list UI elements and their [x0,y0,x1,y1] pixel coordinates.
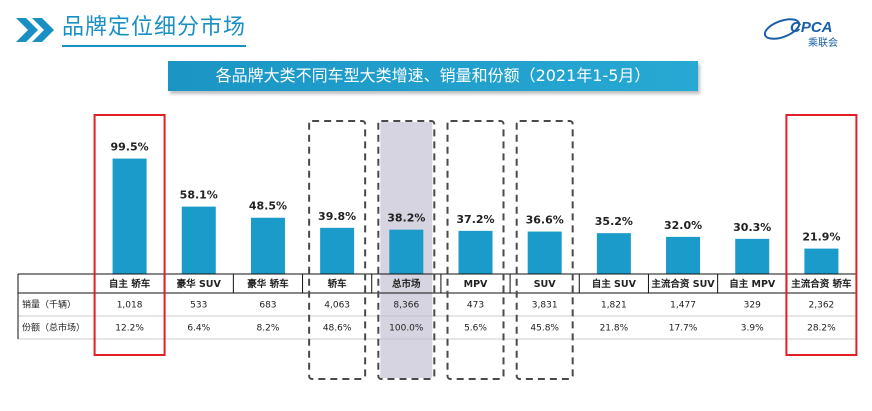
sales-cell: 1,477 [670,301,696,311]
red-highlight-box [785,114,858,356]
category-label: 自主 SUV [592,278,637,290]
dashed-highlight-box [515,120,574,380]
bar-value-label: 38.2% [387,212,425,225]
bar-value-label: 35.2% [595,215,633,228]
category-label: 自主 MPV [729,278,776,290]
category-label: 自主 轿车 [109,278,151,290]
bar [458,230,493,274]
sales-cell: 683 [259,301,276,311]
share-cell: 6.4% [187,324,210,334]
dashed-highlight-box [308,120,367,380]
bar-value-label: 21.9% [802,231,840,244]
logo-text: CPCA [790,19,833,36]
red-highlight-box [93,114,166,356]
bar [527,231,562,274]
share-cell: 48.6% [323,324,352,334]
bar [735,238,770,274]
bar-value-label: 37.2% [456,213,494,226]
bar [596,233,631,274]
category-label: MPV [464,279,488,290]
sales-cell: 533 [190,301,207,311]
bar [666,236,701,274]
bar-value-label: 58.1% [180,189,218,202]
bar [112,158,147,274]
sales-cell: 473 [467,301,484,311]
sales-cell: 2,362 [809,301,835,311]
share-cell: 45.8% [530,324,559,334]
category-label: 豪华 SUV [177,278,222,290]
dashed-highlight-box [377,120,436,380]
category-label: 总市场 [392,278,421,290]
share-cell: 28.2% [807,324,836,334]
sales-cell: 8,366 [393,301,419,311]
row-label-sales: 销量（千辆） [22,299,76,311]
bar-value-label: 99.5% [111,141,149,154]
bar-value-label: 48.5% [249,200,287,213]
share-cell: 8.2% [257,324,280,334]
page-title: 品牌定位细分市场 [62,13,247,47]
share-cell: 3.9% [741,324,764,334]
bar [250,217,285,274]
share-cell: 5.6% [464,324,487,334]
sales-cell: 3,831 [532,301,558,311]
dashed-highlight-box [446,120,505,380]
bar-value-label: 36.6% [526,214,564,227]
double-chevron-icon [16,18,54,42]
sales-cell: 1,821 [601,301,627,311]
bar-value-label: 32.0% [664,219,702,232]
bar-value-label: 30.3% [733,221,771,234]
category-label: 主流合资 轿车 [791,278,852,290]
sales-cell: 1,018 [117,301,143,311]
header: 品牌定位细分市场 [14,12,247,48]
sales-cell: 329 [744,301,761,311]
bar [181,206,216,274]
bar [389,229,424,274]
sales-cell: 4,063 [324,301,350,311]
logo-subtext: 乘联会 [808,36,838,49]
share-cell: 21.8% [600,324,629,334]
bar-value-label: 39.8% [318,210,356,223]
row-label-share: 份额（总市场） [22,322,85,334]
category-label: 轿车 [328,278,348,290]
category-label: SUV [534,279,557,290]
share-cell: 12.2% [115,324,144,334]
share-cell: 17.7% [669,324,698,334]
share-cell: 100.0% [389,324,424,334]
category-label: 豪华 轿车 [247,278,289,290]
category-label: 主流合资 SUV [651,278,715,290]
bar [804,248,839,274]
bar [320,227,355,274]
cpca-logo: CPCA 乘联会 [763,18,838,49]
chart-title-banner: 各品牌大类不同车型大类增速、销量和份额（2021年1-5月） [168,61,698,91]
